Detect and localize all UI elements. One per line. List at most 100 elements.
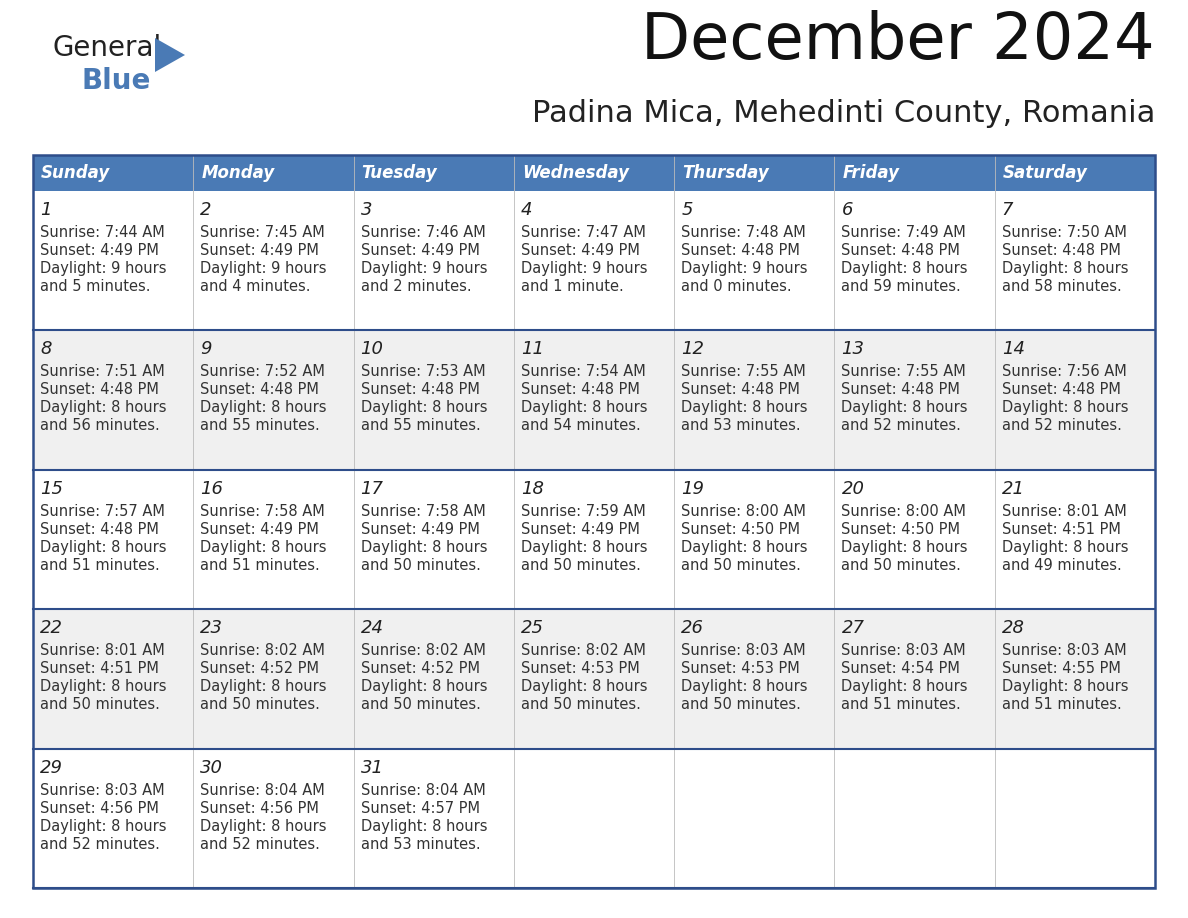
Text: Daylight: 9 hours: Daylight: 9 hours [681,261,808,276]
Bar [33,610,1155,748]
Text: Sunrise: 7:49 AM: Sunrise: 7:49 AM [841,225,966,240]
Text: 13: 13 [841,341,865,358]
Text: Sunrise: 8:00 AM: Sunrise: 8:00 AM [681,504,805,519]
Text: Sunset: 4:56 PM: Sunset: 4:56 PM [201,800,320,815]
Text: and 51 minutes.: and 51 minutes. [40,558,159,573]
Text: and 50 minutes.: and 50 minutes. [40,697,160,712]
Text: Sunset: 4:49 PM: Sunset: 4:49 PM [520,521,639,537]
Text: Sunrise: 8:01 AM: Sunrise: 8:01 AM [1001,504,1126,519]
Text: Daylight: 8 hours: Daylight: 8 hours [841,540,968,554]
Text: Thursday: Thursday [682,164,769,182]
Text: Sunset: 4:55 PM: Sunset: 4:55 PM [1001,661,1120,677]
Text: Friday: Friday [842,164,899,182]
Text: Sunset: 4:49 PM: Sunset: 4:49 PM [201,521,320,537]
Text: Daylight: 8 hours: Daylight: 8 hours [520,679,647,694]
Bar [33,330,1155,470]
Text: 26: 26 [681,620,704,637]
Text: and 56 minutes.: and 56 minutes. [40,419,159,433]
Text: Daylight: 8 hours: Daylight: 8 hours [361,819,487,834]
Text: Sunset: 4:48 PM: Sunset: 4:48 PM [1001,243,1120,258]
Text: Daylight: 8 hours: Daylight: 8 hours [841,261,968,276]
Text: and 1 minute.: and 1 minute. [520,279,624,294]
Bar [33,470,1155,610]
Text: and 4 minutes.: and 4 minutes. [201,279,311,294]
Text: Sunset: 4:48 PM: Sunset: 4:48 PM [201,383,320,397]
Text: Sunrise: 7:48 AM: Sunrise: 7:48 AM [681,225,805,240]
Text: Daylight: 8 hours: Daylight: 8 hours [1001,540,1129,554]
Text: 22: 22 [40,620,63,637]
Text: 20: 20 [841,480,865,498]
Text: and 55 minutes.: and 55 minutes. [201,419,320,433]
Text: 12: 12 [681,341,704,358]
Text: Daylight: 9 hours: Daylight: 9 hours [40,261,166,276]
Text: 14: 14 [1001,341,1025,358]
Text: Sunrise: 7:55 AM: Sunrise: 7:55 AM [681,364,805,379]
Text: Sunrise: 7:55 AM: Sunrise: 7:55 AM [841,364,966,379]
Bar [33,191,1155,330]
Text: Sunset: 4:57 PM: Sunset: 4:57 PM [361,800,480,815]
Text: Sunrise: 7:57 AM: Sunrise: 7:57 AM [40,504,165,519]
Text: Sunrise: 7:46 AM: Sunrise: 7:46 AM [361,225,486,240]
Text: Daylight: 8 hours: Daylight: 8 hours [40,679,166,694]
Text: Sunset: 4:48 PM: Sunset: 4:48 PM [681,243,800,258]
Text: 7: 7 [1001,201,1013,219]
Text: Sunrise: 7:58 AM: Sunrise: 7:58 AM [361,504,486,519]
Text: and 50 minutes.: and 50 minutes. [361,558,480,573]
Text: 21: 21 [1001,480,1025,498]
Text: Daylight: 8 hours: Daylight: 8 hours [361,679,487,694]
Text: and 51 minutes.: and 51 minutes. [841,697,961,712]
Text: Sunset: 4:50 PM: Sunset: 4:50 PM [681,521,801,537]
Text: Daylight: 8 hours: Daylight: 8 hours [40,400,166,416]
Text: and 55 minutes.: and 55 minutes. [361,419,480,433]
Text: Sunset: 4:48 PM: Sunset: 4:48 PM [841,383,960,397]
Text: Sunrise: 7:51 AM: Sunrise: 7:51 AM [40,364,165,379]
Text: 8: 8 [40,341,51,358]
Text: and 52 minutes.: and 52 minutes. [841,419,961,433]
Text: Sunset: 4:49 PM: Sunset: 4:49 PM [361,243,480,258]
Text: Sunset: 4:49 PM: Sunset: 4:49 PM [201,243,320,258]
Text: Daylight: 8 hours: Daylight: 8 hours [40,540,166,554]
Text: Daylight: 8 hours: Daylight: 8 hours [361,540,487,554]
Text: Sunset: 4:48 PM: Sunset: 4:48 PM [841,243,960,258]
Text: and 2 minutes.: and 2 minutes. [361,279,472,294]
Text: 19: 19 [681,480,704,498]
Text: Daylight: 8 hours: Daylight: 8 hours [681,400,808,416]
Text: Sunset: 4:48 PM: Sunset: 4:48 PM [1001,383,1120,397]
Text: 6: 6 [841,201,853,219]
Text: Sunset: 4:48 PM: Sunset: 4:48 PM [40,521,159,537]
Text: and 0 minutes.: and 0 minutes. [681,279,791,294]
Text: Sunrise: 7:54 AM: Sunrise: 7:54 AM [520,364,645,379]
Text: Sunset: 4:48 PM: Sunset: 4:48 PM [681,383,800,397]
Text: Daylight: 8 hours: Daylight: 8 hours [201,540,327,554]
Text: Sunrise: 7:44 AM: Sunrise: 7:44 AM [40,225,165,240]
Text: Sunset: 4:48 PM: Sunset: 4:48 PM [520,383,639,397]
Text: Sunrise: 7:59 AM: Sunrise: 7:59 AM [520,504,645,519]
Text: and 50 minutes.: and 50 minutes. [681,697,801,712]
Text: 5: 5 [681,201,693,219]
Text: 10: 10 [361,341,384,358]
Text: and 53 minutes.: and 53 minutes. [361,836,480,852]
Text: Sunrise: 7:58 AM: Sunrise: 7:58 AM [201,504,326,519]
Text: Sunrise: 8:01 AM: Sunrise: 8:01 AM [40,644,165,658]
Text: and 50 minutes.: and 50 minutes. [520,558,640,573]
Text: 16: 16 [201,480,223,498]
Text: Daylight: 9 hours: Daylight: 9 hours [520,261,647,276]
Text: 29: 29 [40,758,63,777]
Text: Blue: Blue [82,67,151,95]
Text: 18: 18 [520,480,544,498]
Text: 2: 2 [201,201,211,219]
Text: December 2024: December 2024 [642,10,1155,72]
Text: Daylight: 8 hours: Daylight: 8 hours [681,540,808,554]
Text: Daylight: 8 hours: Daylight: 8 hours [1001,679,1129,694]
Text: and 49 minutes.: and 49 minutes. [1001,558,1121,573]
Text: and 54 minutes.: and 54 minutes. [520,419,640,433]
Text: Daylight: 8 hours: Daylight: 8 hours [201,400,327,416]
Text: Sunset: 4:48 PM: Sunset: 4:48 PM [40,383,159,397]
Text: Sunset: 4:51 PM: Sunset: 4:51 PM [1001,521,1120,537]
Text: Sunset: 4:50 PM: Sunset: 4:50 PM [841,521,960,537]
Bar [33,155,1155,888]
Text: 31: 31 [361,758,384,777]
Text: 4: 4 [520,201,532,219]
Text: Sunrise: 7:50 AM: Sunrise: 7:50 AM [1001,225,1126,240]
Bar [33,155,1155,191]
